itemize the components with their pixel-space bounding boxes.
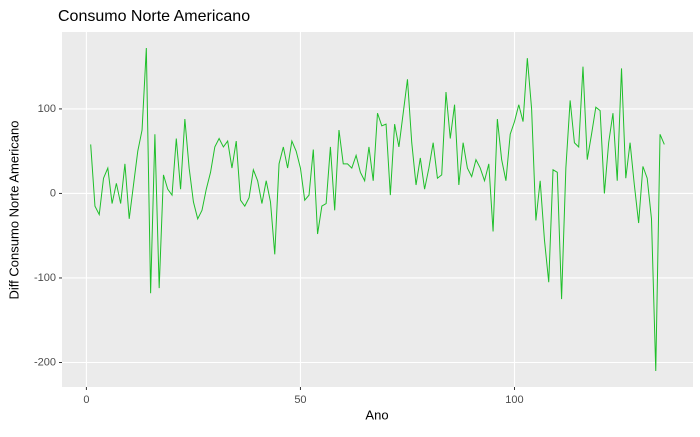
x-axis-label: Ano [365,407,388,422]
y-tick-label: 100 [38,103,56,115]
chart-title: Consumo Norte Americano [58,8,250,25]
y-tick-label: -100 [34,272,56,284]
x-tick-label: 50 [294,394,306,406]
x-tick-label: 100 [505,394,523,406]
x-tick-label: 0 [83,394,89,406]
plot-background [62,32,693,387]
y-tick-label: -200 [34,356,56,368]
data-line [90,48,665,371]
y-axis-label: Diff Consumo Norte Americano [6,121,21,300]
y-tick-label: 0 [50,187,56,199]
